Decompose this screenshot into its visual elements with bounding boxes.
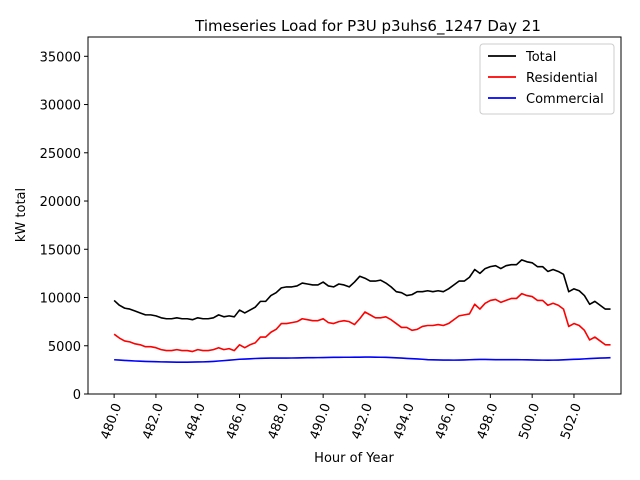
y-axis-title: kW total: [14, 188, 29, 242]
chart-title: Timeseries Load for P3U p3uhs6_1247 Day …: [194, 17, 541, 36]
y-axis: 0 5000 10000 15000 20000 25000 30000 35000: [40, 50, 88, 403]
y-tick-label: 0: [73, 388, 81, 403]
x-axis-title: Hour of Year: [314, 451, 394, 466]
legend-label-total: Total: [525, 50, 556, 65]
legend-label-commercial: Commercial: [526, 92, 604, 107]
y-tick-label: 20000: [40, 195, 81, 210]
y-tick-label: 10000: [40, 292, 81, 307]
y-tick-label: 35000: [40, 50, 81, 65]
series-line-residential: [113, 292, 611, 353]
y-tick-label: 30000: [40, 99, 81, 114]
y-tick-label: 5000: [48, 340, 81, 355]
series-line-total: [113, 259, 611, 321]
y-tick-label: 25000: [40, 147, 81, 162]
legend: Total Residential Commercial: [479, 43, 615, 115]
y-tick-label: 15000: [40, 243, 81, 258]
legend-label-residential: Residential: [526, 71, 598, 86]
plot-frame: [87, 36, 622, 395]
legend-box: [479, 43, 615, 115]
series-group: [113, 259, 611, 363]
series-line-commercial: [114, 356, 611, 363]
